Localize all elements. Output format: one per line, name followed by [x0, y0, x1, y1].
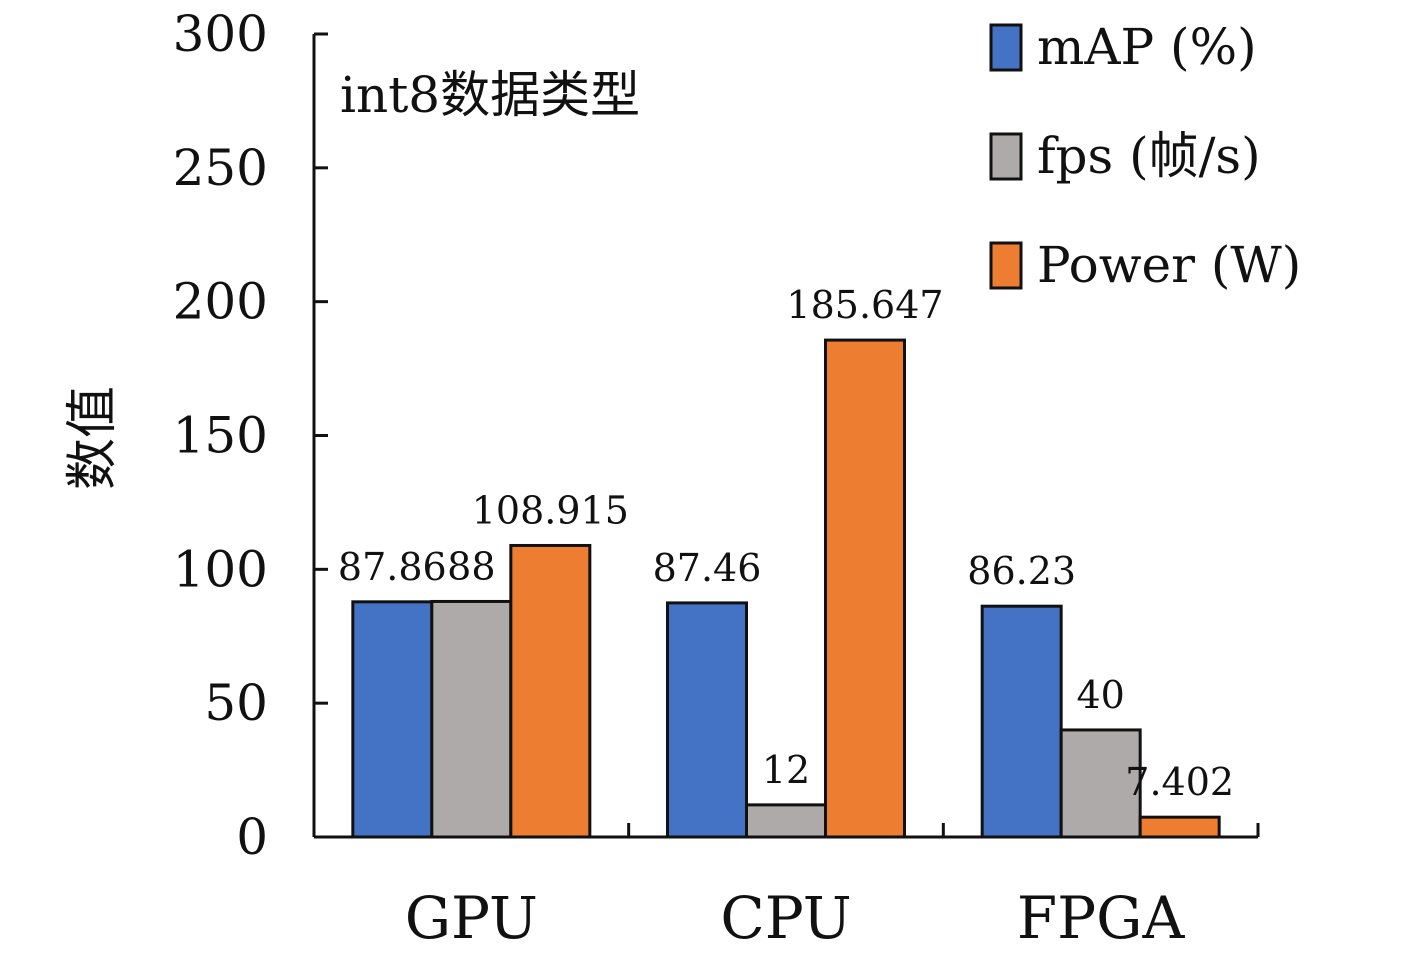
y-tick-label: 250	[173, 139, 268, 197]
legend: mAP (%) fps (帧/s) Power (W)	[989, 18, 1301, 294]
bar-cpu-series-2	[745, 803, 827, 839]
x-category-label: FPGA	[1017, 884, 1186, 952]
data-label: 86.23	[967, 549, 1076, 593]
y-axis-title: 数值	[63, 386, 123, 490]
legend-label: fps (帧/s)	[1037, 127, 1261, 185]
bar-gpu-series-2	[430, 599, 513, 839]
bar-gpu-series-1	[351, 600, 434, 839]
y-tick-label: 0	[236, 808, 268, 866]
x-category-label: GPU	[405, 884, 538, 952]
legend-swatch	[989, 132, 1023, 181]
legend-swatch	[989, 241, 1023, 290]
bar-fpga-series-1	[980, 604, 1063, 839]
axes: 0 50 100 150 200 250 300 GPU CPU FPGA	[173, 5, 1260, 952]
data-label: 185.647	[786, 283, 943, 327]
y-tick-label: 200	[173, 273, 268, 331]
x-category-label: CPU	[720, 884, 851, 952]
y-tick-label: 100	[173, 540, 268, 598]
legend-swatch	[989, 23, 1023, 72]
bar-cpu-series-3	[824, 338, 906, 839]
chart-annotation: int8数据类型	[340, 66, 640, 124]
y-tick-label: 50	[204, 674, 268, 732]
data-label: 87.46	[653, 546, 762, 590]
y-ticks: 0 50 100 150 200 250 300	[173, 5, 328, 866]
data-label: 12	[762, 748, 810, 792]
legend-label: mAP (%)	[1037, 18, 1257, 76]
bar-cpu-series-1	[666, 601, 748, 839]
data-labels: 87.86 88 108.915 87.46 12 185.647 86.23 407.402	[338, 283, 1234, 804]
bar-gpu-series-3	[509, 543, 592, 839]
bars	[351, 338, 1221, 839]
data-label: 108.915	[472, 488, 629, 532]
data-label: 7.402	[1125, 760, 1234, 804]
y-tick-label: 150	[173, 407, 268, 465]
legend-label: Power (W)	[1037, 236, 1301, 294]
data-label: 40	[1076, 673, 1124, 717]
bar-fpga-series-2	[1059, 728, 1142, 839]
bar-fpga-series-3	[1138, 815, 1221, 839]
data-label: 88	[447, 544, 495, 588]
data-label: 87.86	[338, 545, 447, 589]
x-category-ticks: GPU CPU FPGA	[405, 823, 1260, 952]
y-tick-label: 300	[173, 5, 268, 63]
